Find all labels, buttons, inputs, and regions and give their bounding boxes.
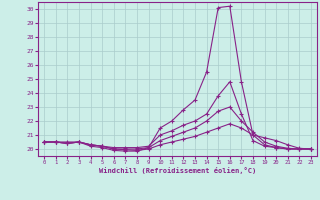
X-axis label: Windchill (Refroidissement éolien,°C): Windchill (Refroidissement éolien,°C) [99, 167, 256, 174]
